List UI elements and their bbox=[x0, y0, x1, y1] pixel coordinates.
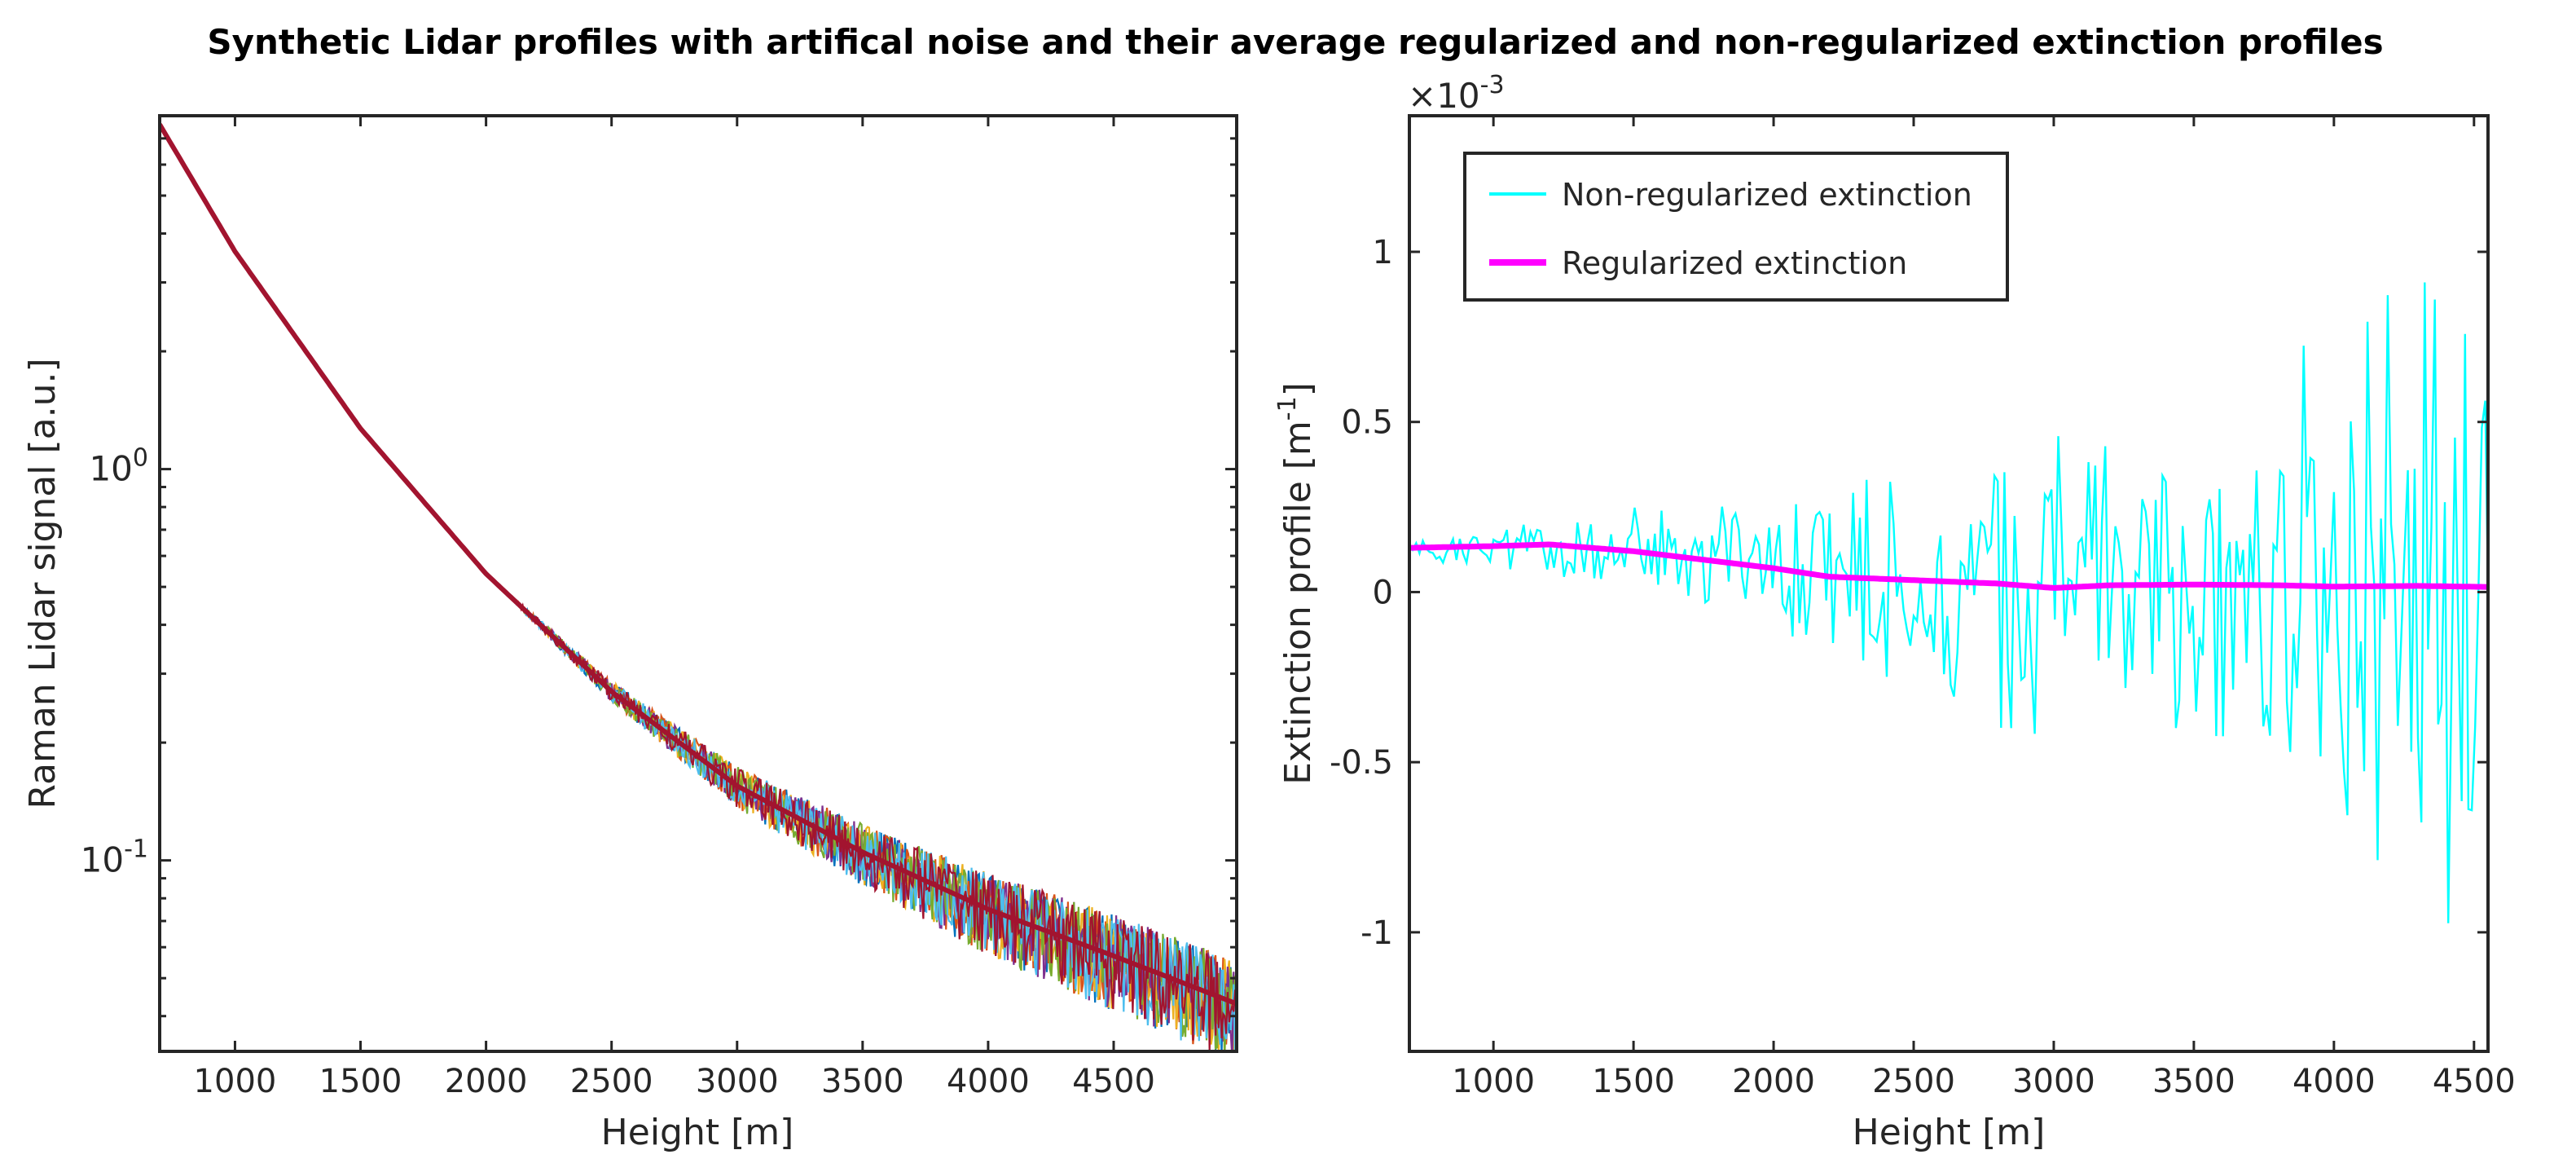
right-axes-box bbox=[1408, 114, 2490, 1053]
x-tick-label: 2500 bbox=[570, 1063, 653, 1100]
non-regularized-extinction-line bbox=[1409, 282, 2488, 923]
right-x-axis-label: Height [m] bbox=[1853, 1112, 2046, 1153]
y-tick-label: 0.5 bbox=[1341, 404, 1393, 442]
legend-label-non-regularized: Non-regularized extinction bbox=[1562, 177, 1972, 213]
x-tick-label: 2500 bbox=[1872, 1063, 1955, 1100]
x-tick-label: 4500 bbox=[2433, 1063, 2516, 1100]
right-xtick-labels: 1000 1500 2000 2500 3000 3500 4000 4500 bbox=[1452, 1063, 2515, 1100]
mean-profile-line bbox=[160, 123, 1237, 1007]
x-tick-label: 3000 bbox=[2012, 1063, 2095, 1100]
left-axes: 100 10-1 1000 1500 2000 2500 3000 3500 4000 450… bbox=[22, 114, 1238, 1153]
y-tick-label: -0.5 bbox=[1330, 744, 1393, 782]
x-tick-label: 1500 bbox=[319, 1063, 402, 1100]
y-tick-label: 0 bbox=[1373, 574, 1393, 611]
y-multiplier: ×10-3 bbox=[1408, 71, 1505, 116]
x-tick-label: 3500 bbox=[2152, 1063, 2235, 1100]
legend-label-regularized: Regularized extinction bbox=[1562, 245, 1907, 281]
left-y-axis-label: Raman Lidar signal [a.u.] bbox=[22, 358, 64, 809]
right-data-layer bbox=[1409, 282, 2488, 923]
right-ytick-labels: 1 0.5 0 -0.5 -1 bbox=[1330, 234, 1393, 952]
right-y-axis-label: Extinction profile [m-1] bbox=[1273, 382, 1319, 785]
left-xtick-labels: 1000 1500 2000 2500 3000 3500 4000 4500 bbox=[194, 1063, 1155, 1100]
x-tick-label: 1500 bbox=[1592, 1063, 1675, 1100]
legend: Non-regularized extinction Regularized e… bbox=[1463, 152, 2009, 302]
x-tick-label: 3000 bbox=[696, 1063, 779, 1100]
left-ytick-label: 10-1 bbox=[81, 835, 148, 880]
x-tick-label: 4000 bbox=[2292, 1063, 2376, 1100]
left-x-axis-label: Height [m] bbox=[601, 1112, 794, 1153]
x-tick-label: 4500 bbox=[1072, 1063, 1155, 1100]
x-tick-label: 4000 bbox=[947, 1063, 1030, 1100]
x-tick-label: 2000 bbox=[445, 1063, 528, 1100]
left-ytick-labels: 100 10-1 bbox=[81, 444, 148, 880]
legend-box bbox=[1463, 152, 2009, 302]
regularized-extinction-line bbox=[1409, 541, 2488, 591]
y-tick-label: 1 bbox=[1373, 234, 1393, 271]
left-ytick-label: 100 bbox=[89, 444, 148, 489]
right-ticks bbox=[1409, 116, 2488, 1051]
x-tick-label: 3500 bbox=[821, 1063, 904, 1100]
x-tick-label: 1000 bbox=[1452, 1063, 1535, 1100]
figure-title: Synthetic Lidar profiles with artifical … bbox=[207, 22, 2383, 62]
x-tick-label: 2000 bbox=[1732, 1063, 1815, 1100]
left-data-layer bbox=[160, 123, 1237, 1051]
x-tick-label: 1000 bbox=[194, 1063, 277, 1100]
left-plot-area bbox=[160, 116, 1237, 1051]
y-tick-label: -1 bbox=[1361, 914, 1393, 952]
left-axes-box bbox=[158, 114, 1238, 1053]
right-axes: 1 0.5 0 -0.5 -1 1000 1500 2000 2500 3000 3500 4000… bbox=[1273, 71, 2516, 1153]
